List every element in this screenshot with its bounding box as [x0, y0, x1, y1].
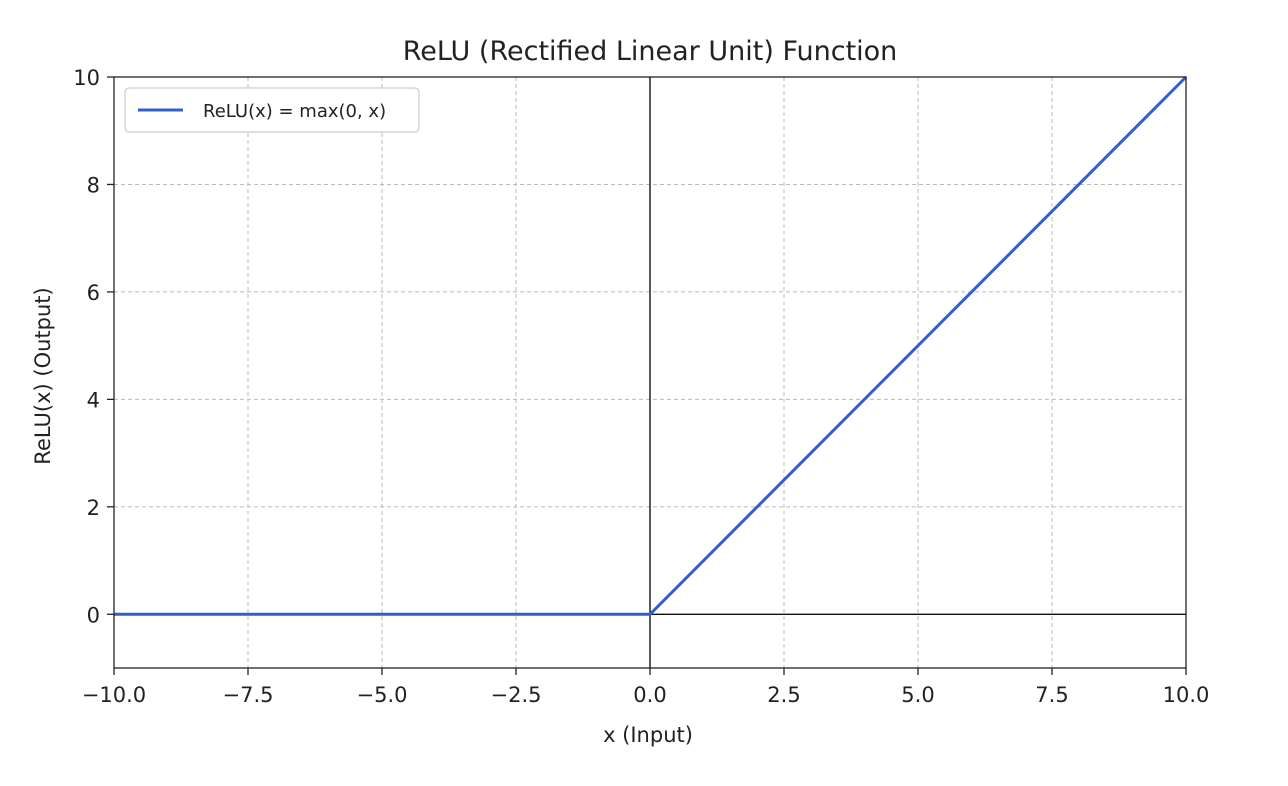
legend-label: ReLU(x) = max(0, x): [203, 101, 386, 122]
tick-marks: [107, 76, 1187, 675]
y-tick-label: 10: [73, 66, 100, 90]
x-tick-label: 10.0: [1163, 683, 1210, 707]
x-tick-label: 2.5: [767, 683, 800, 707]
series-layer: [114, 75, 1188, 616]
chart-title: ReLU (Rectified Linear Unit) Function: [403, 36, 898, 67]
x-tick-label: −2.5: [491, 683, 542, 707]
x-axis-label: x (Input): [603, 723, 693, 747]
y-tick-label: 0: [87, 603, 100, 627]
x-tick-label: 7.5: [1035, 683, 1068, 707]
y-axis-label: ReLU(x) (Output): [31, 287, 55, 464]
legend: ReLU(x) = max(0, x): [124, 87, 420, 133]
x-tick-label: −5.0: [357, 683, 408, 707]
legend-box: [124, 87, 420, 133]
x-tick-label: 5.0: [901, 683, 934, 707]
series-line-relu: [114, 75, 1188, 616]
x-tick-label: 0.0: [633, 683, 666, 707]
x-tick-label: −10.0: [82, 683, 146, 707]
y-tick-label: 4: [87, 388, 100, 412]
x-tick-label: −7.5: [223, 683, 274, 707]
y-tick-label: 2: [87, 496, 100, 520]
y-tick-label: 8: [87, 173, 100, 197]
y-tick-label: 6: [87, 281, 100, 305]
